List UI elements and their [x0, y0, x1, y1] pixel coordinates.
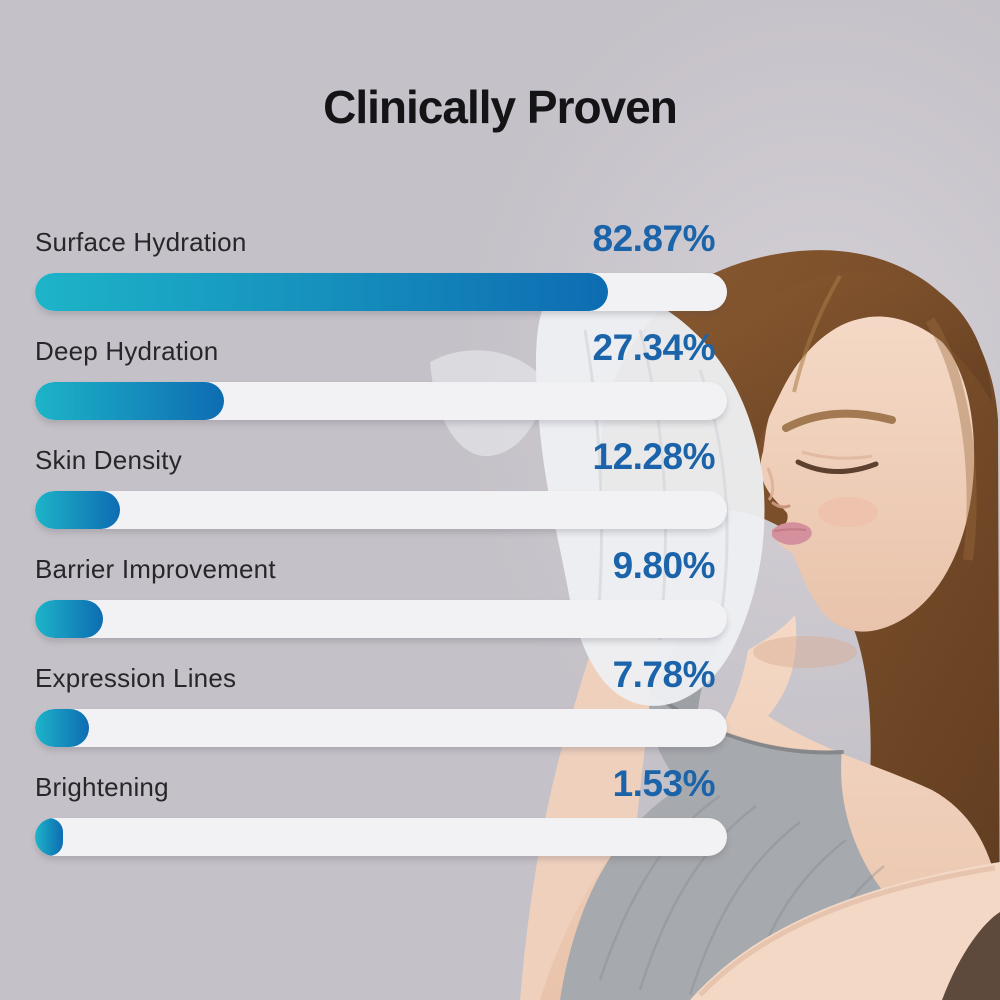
- lip-line: [773, 528, 807, 532]
- lips: [772, 522, 812, 545]
- arm-raised: [690, 862, 1000, 1000]
- eyelid-crease: [801, 450, 873, 460]
- metric-label: Deep Hydration: [35, 336, 219, 366]
- metric-bar-fill: [35, 491, 120, 529]
- nose-line: [766, 467, 775, 501]
- metric-bar-track: [35, 600, 727, 638]
- hair-side-highlight: [925, 317, 977, 561]
- hair-front: [690, 271, 992, 462]
- closed-eye-lashes: [795, 459, 879, 474]
- metric-row-head: Deep Hydration 27.34%: [35, 327, 727, 368]
- metric-row: Barrier Improvement 9.80%: [35, 545, 727, 654]
- metric-bar-track: [35, 709, 727, 747]
- page-title: Clinically Proven: [323, 81, 678, 133]
- metric-row-head: Expression Lines 7.78%: [35, 654, 727, 695]
- metric-value: 12.28%: [592, 436, 716, 477]
- face: [760, 315, 975, 632]
- jaw-shadow: [753, 636, 857, 668]
- metric-bar-track: [35, 491, 727, 529]
- metric-row-head: Brightening 1.53%: [35, 763, 727, 804]
- arm-shadow-edge: [698, 865, 996, 997]
- metric-row-head: Skin Density 12.28%: [35, 436, 727, 477]
- hair-strand-corner: [942, 912, 1000, 1000]
- nostril: [771, 501, 791, 509]
- metric-row: Expression Lines 7.78%: [35, 654, 727, 763]
- metric-value: 82.87%: [592, 218, 716, 259]
- metric-label: Expression Lines: [35, 663, 237, 693]
- hair-parting-highlight: [792, 274, 842, 393]
- metric-value: 27.34%: [592, 327, 716, 368]
- metric-bar-track: [35, 382, 727, 420]
- metric-value: 1.53%: [612, 763, 716, 804]
- metric-bar-track: [35, 273, 727, 311]
- metrics-list: Surface Hydration 82.87% Deep Hydration …: [35, 218, 727, 872]
- metric-label: Brightening: [35, 772, 169, 802]
- metric-bar-fill: [35, 818, 63, 856]
- metric-label: Surface Hydration: [35, 227, 247, 257]
- metric-row: Skin Density 12.28%: [35, 436, 727, 545]
- cheek-blush: [818, 497, 878, 527]
- metric-value: 9.80%: [612, 545, 716, 586]
- metric-bar-track: [35, 818, 727, 856]
- metric-label: Barrier Improvement: [35, 554, 276, 584]
- metric-label: Skin Density: [35, 445, 182, 475]
- eyebrow: [782, 409, 896, 432]
- metric-row: Brightening 1.53%: [35, 763, 727, 872]
- metric-row: Surface Hydration 82.87%: [35, 218, 727, 327]
- metric-bar-fill: [35, 600, 103, 638]
- metric-row: Deep Hydration 27.34%: [35, 327, 727, 436]
- metric-row-head: Surface Hydration 82.87%: [35, 218, 727, 259]
- metric-bar-fill: [35, 709, 89, 747]
- metric-value: 7.78%: [612, 654, 716, 695]
- metric-bar-fill: [35, 273, 609, 311]
- metric-bar-fill: [35, 382, 225, 420]
- metric-row-head: Barrier Improvement 9.80%: [35, 545, 727, 586]
